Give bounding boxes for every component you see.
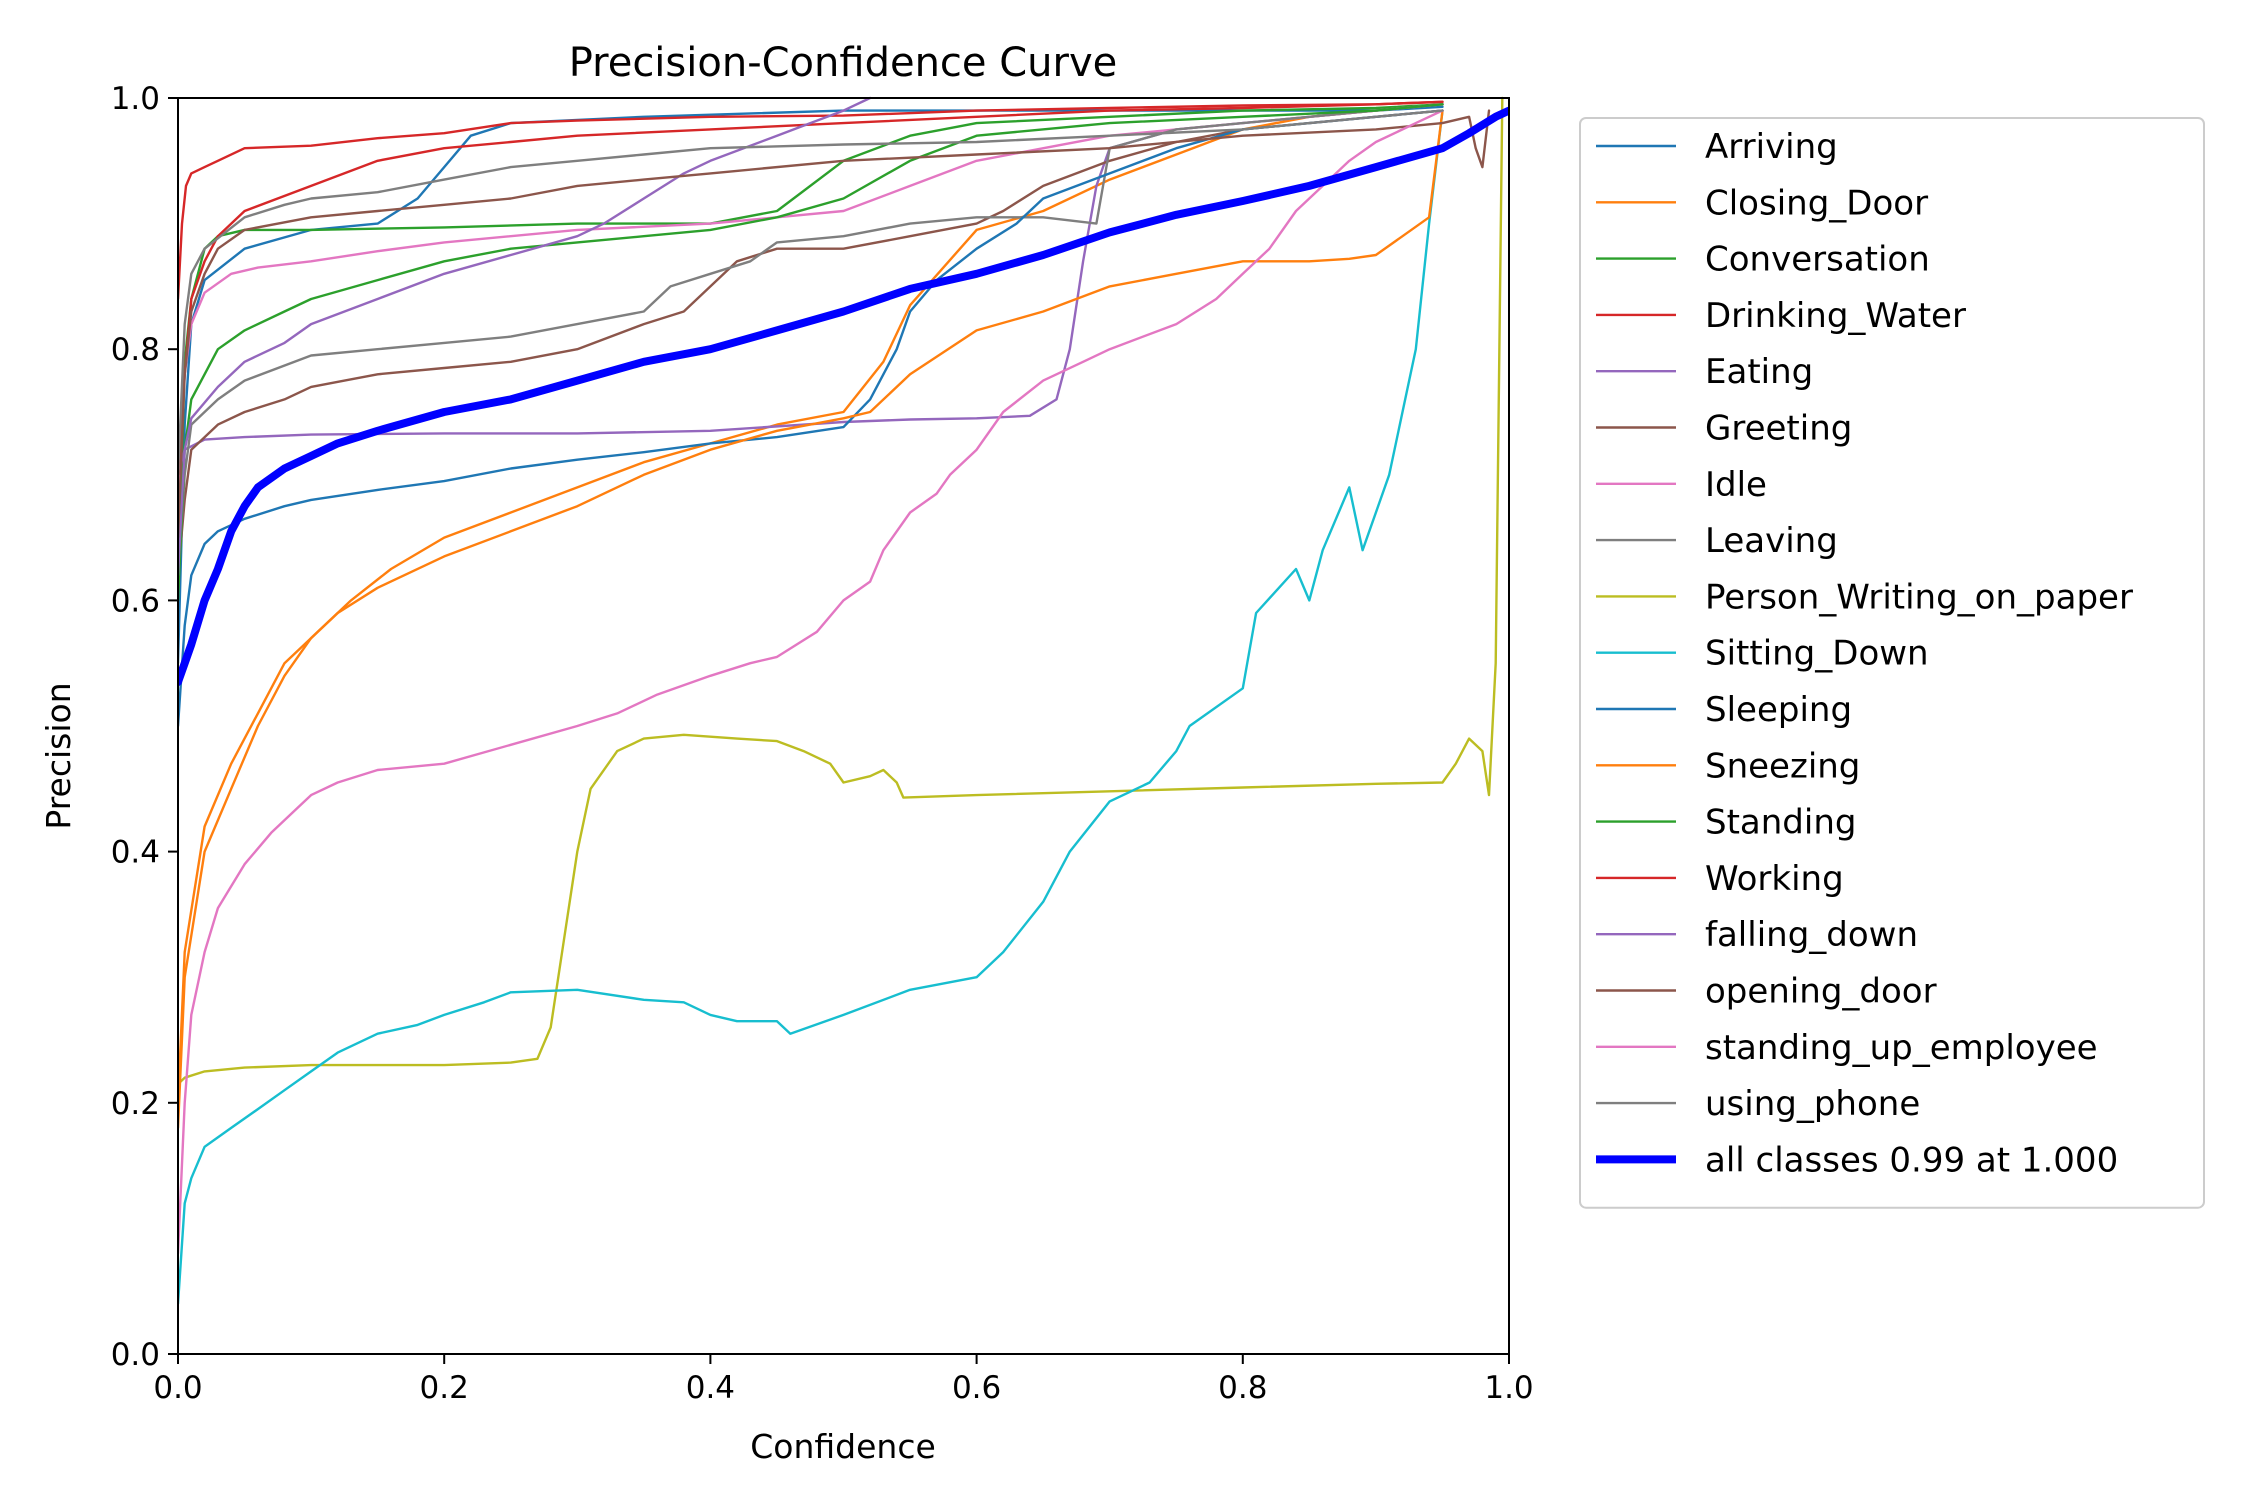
y-tick-label: 0.2 <box>111 1086 160 1122</box>
legend: Arriving Closing_Door Conversation Drinking… <box>1579 117 2205 1209</box>
series-line-drinking-water <box>178 100 1444 301</box>
legend-box <box>1579 117 2205 1209</box>
series-line-sneezing <box>178 109 1444 1130</box>
x-tick-label: 0.2 <box>420 1370 469 1406</box>
series-line-falling-down <box>178 96 872 577</box>
x-tick-label: 1.0 <box>1484 1370 1533 1406</box>
y-tick-label: 0.0 <box>111 1337 160 1373</box>
legend-entry: Sleeping <box>1705 690 1852 730</box>
x-axis-label: Confidence <box>750 1427 936 1466</box>
series-line-person-writing-on-paper <box>178 96 1504 1086</box>
y-tick-label: 0.6 <box>111 583 160 619</box>
x-tick-label: 0.6 <box>952 1370 1001 1406</box>
series-line-all-classes-0-99-at-1-000 <box>178 106 1509 686</box>
legend-entry: Arriving <box>1705 127 1838 167</box>
legend-entry: Closing_Door <box>1705 183 1928 223</box>
y-tick-label: 1.0 <box>111 81 160 117</box>
series-line-working <box>178 100 1444 476</box>
y-tick-label: 0.4 <box>111 835 160 871</box>
axis-ticks: 0.0 0.2 0.4 0.6 0.8 1.0 0.0 0.2 0.4 0.6 0.8 1.0 <box>111 81 1534 1406</box>
series-line-standing-up-employee <box>178 109 1444 1255</box>
series-line-greeting <box>178 109 1444 577</box>
x-tick-label: 0.4 <box>686 1370 735 1406</box>
legend-entry: standing_up_employee <box>1705 1028 2098 1068</box>
legend-entry: Standing <box>1705 803 1856 843</box>
legend-entry: Drinking_Water <box>1705 296 1966 336</box>
legend-entry: Person_Writing_on_paper <box>1705 577 2133 617</box>
series-line-opening-door <box>178 109 1491 539</box>
legend-entry: Leaving <box>1705 521 1838 561</box>
y-axis-label: Precision <box>39 682 78 829</box>
legend-entry: Eating <box>1705 352 1813 392</box>
series-line-using-phone <box>178 109 1444 476</box>
series-line-closing-door <box>178 103 1444 1104</box>
legend-entry: Working <box>1705 859 1844 899</box>
chart-title: Precision-Confidence Curve <box>569 40 1118 86</box>
series-line-sitting-down <box>178 109 1444 1305</box>
plot-frame <box>177 97 1510 1355</box>
x-tick-label: 0.0 <box>153 1370 202 1406</box>
legend-entry: falling_down <box>1705 915 1918 955</box>
legend-entry: opening_door <box>1705 972 1937 1012</box>
legend-entry: using_phone <box>1705 1084 1920 1124</box>
legend-entry: Greeting <box>1705 409 1852 449</box>
legend-entry: Sitting_Down <box>1705 634 1929 674</box>
series-lines <box>178 96 1509 1305</box>
plot-area <box>177 96 1510 1355</box>
legend-entry: Idle <box>1705 465 1767 505</box>
legend-entry: Conversation <box>1705 240 1930 280</box>
series-line-conversation <box>178 103 1444 602</box>
y-tick-label: 0.8 <box>111 332 160 368</box>
legend-entry: Sneezing <box>1705 746 1860 786</box>
legend-entry: all classes 0.99 at 1.000 <box>1705 1140 2118 1180</box>
x-tick-label: 0.8 <box>1218 1370 1267 1406</box>
